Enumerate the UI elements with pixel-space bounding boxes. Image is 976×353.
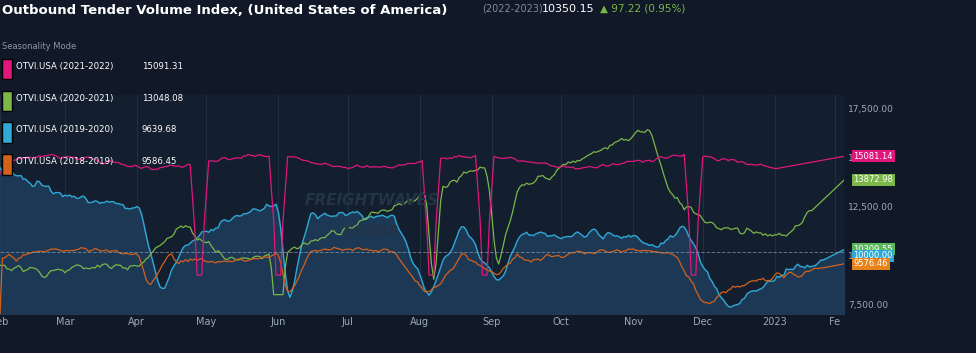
Text: ▲ 97.22 (0.95%): ▲ 97.22 (0.95%) (600, 4, 685, 13)
Text: OTVI.USA (2021-2022): OTVI.USA (2021-2022) (16, 62, 113, 71)
Text: 9639.68: 9639.68 (142, 125, 177, 134)
Text: 9586.45: 9586.45 (142, 157, 177, 166)
Text: Outbound Tender Volume Index, (United States of America): Outbound Tender Volume Index, (United St… (2, 4, 447, 17)
Text: 15091.31: 15091.31 (142, 62, 183, 71)
Text: OTVI.USA (2020-2021): OTVI.USA (2020-2021) (16, 94, 113, 102)
Text: (2022-2023): (2022-2023) (482, 4, 543, 13)
Text: 10309.55: 10309.55 (854, 245, 893, 254)
Text: 15081.14: 15081.14 (854, 152, 893, 161)
Text: Seasonality Mode: Seasonality Mode (2, 42, 76, 51)
Text: FREIGHTWAVES: FREIGHTWAVES (305, 193, 438, 208)
Text: 10350.15: 10350.15 (542, 4, 594, 13)
Text: 13048.08: 13048.08 (142, 94, 183, 102)
Text: 13872.98: 13872.98 (854, 175, 893, 184)
Text: 9576.46: 9576.46 (854, 259, 888, 268)
Text: OTVI.USA (2018-2019): OTVI.USA (2018-2019) (16, 157, 113, 166)
Text: OTVI.USA (2019-2020): OTVI.USA (2019-2020) (16, 125, 113, 134)
Text: 10000.00: 10000.00 (854, 251, 893, 260)
Text: SONAR: SONAR (344, 224, 399, 238)
